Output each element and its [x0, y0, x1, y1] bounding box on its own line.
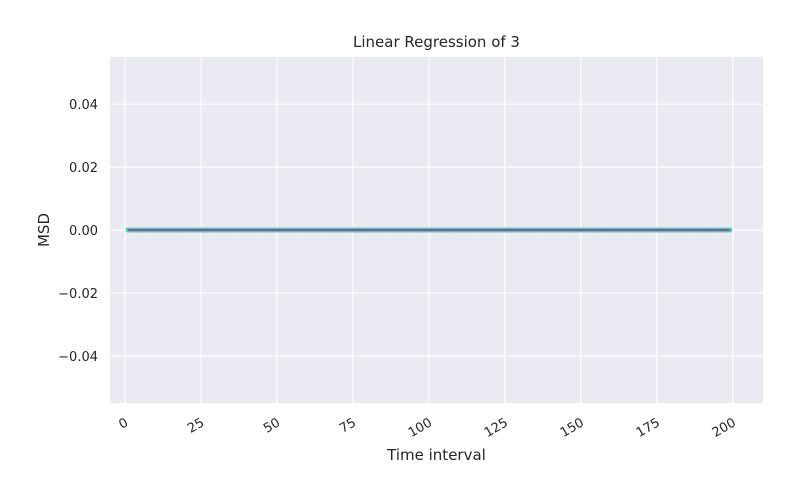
chart-title: Linear Regression of 3 [353, 33, 520, 51]
data-point [727, 227, 733, 233]
y-tick-label: −0.04 [58, 350, 98, 365]
x-tick-label: 150 [558, 415, 587, 440]
y-axis-ticks: −0.04 −0.02 0.00 0.02 0.04 [58, 98, 98, 365]
x-tick-label: 125 [482, 415, 511, 440]
series-layer [125, 227, 733, 233]
x-axis-label: Time interval [386, 446, 486, 464]
x-tick-label: 75 [337, 415, 359, 436]
y-tick-label: −0.02 [58, 287, 98, 302]
y-tick-label: 0.02 [69, 161, 98, 176]
x-tick-label: 175 [634, 415, 663, 440]
x-tick-label: 0 [116, 415, 131, 432]
x-axis-ticks: 0 25 50 75 100 125 150 175 200 [116, 415, 738, 440]
y-axis-label: MSD [35, 213, 53, 247]
x-tick-label: 25 [185, 415, 207, 436]
x-tick-label: 50 [261, 415, 283, 436]
y-tick-label: 0.00 [69, 224, 98, 239]
y-tick-label: 0.04 [69, 98, 98, 113]
x-tick-label: 100 [406, 415, 435, 440]
x-tick-label: 200 [710, 415, 739, 440]
